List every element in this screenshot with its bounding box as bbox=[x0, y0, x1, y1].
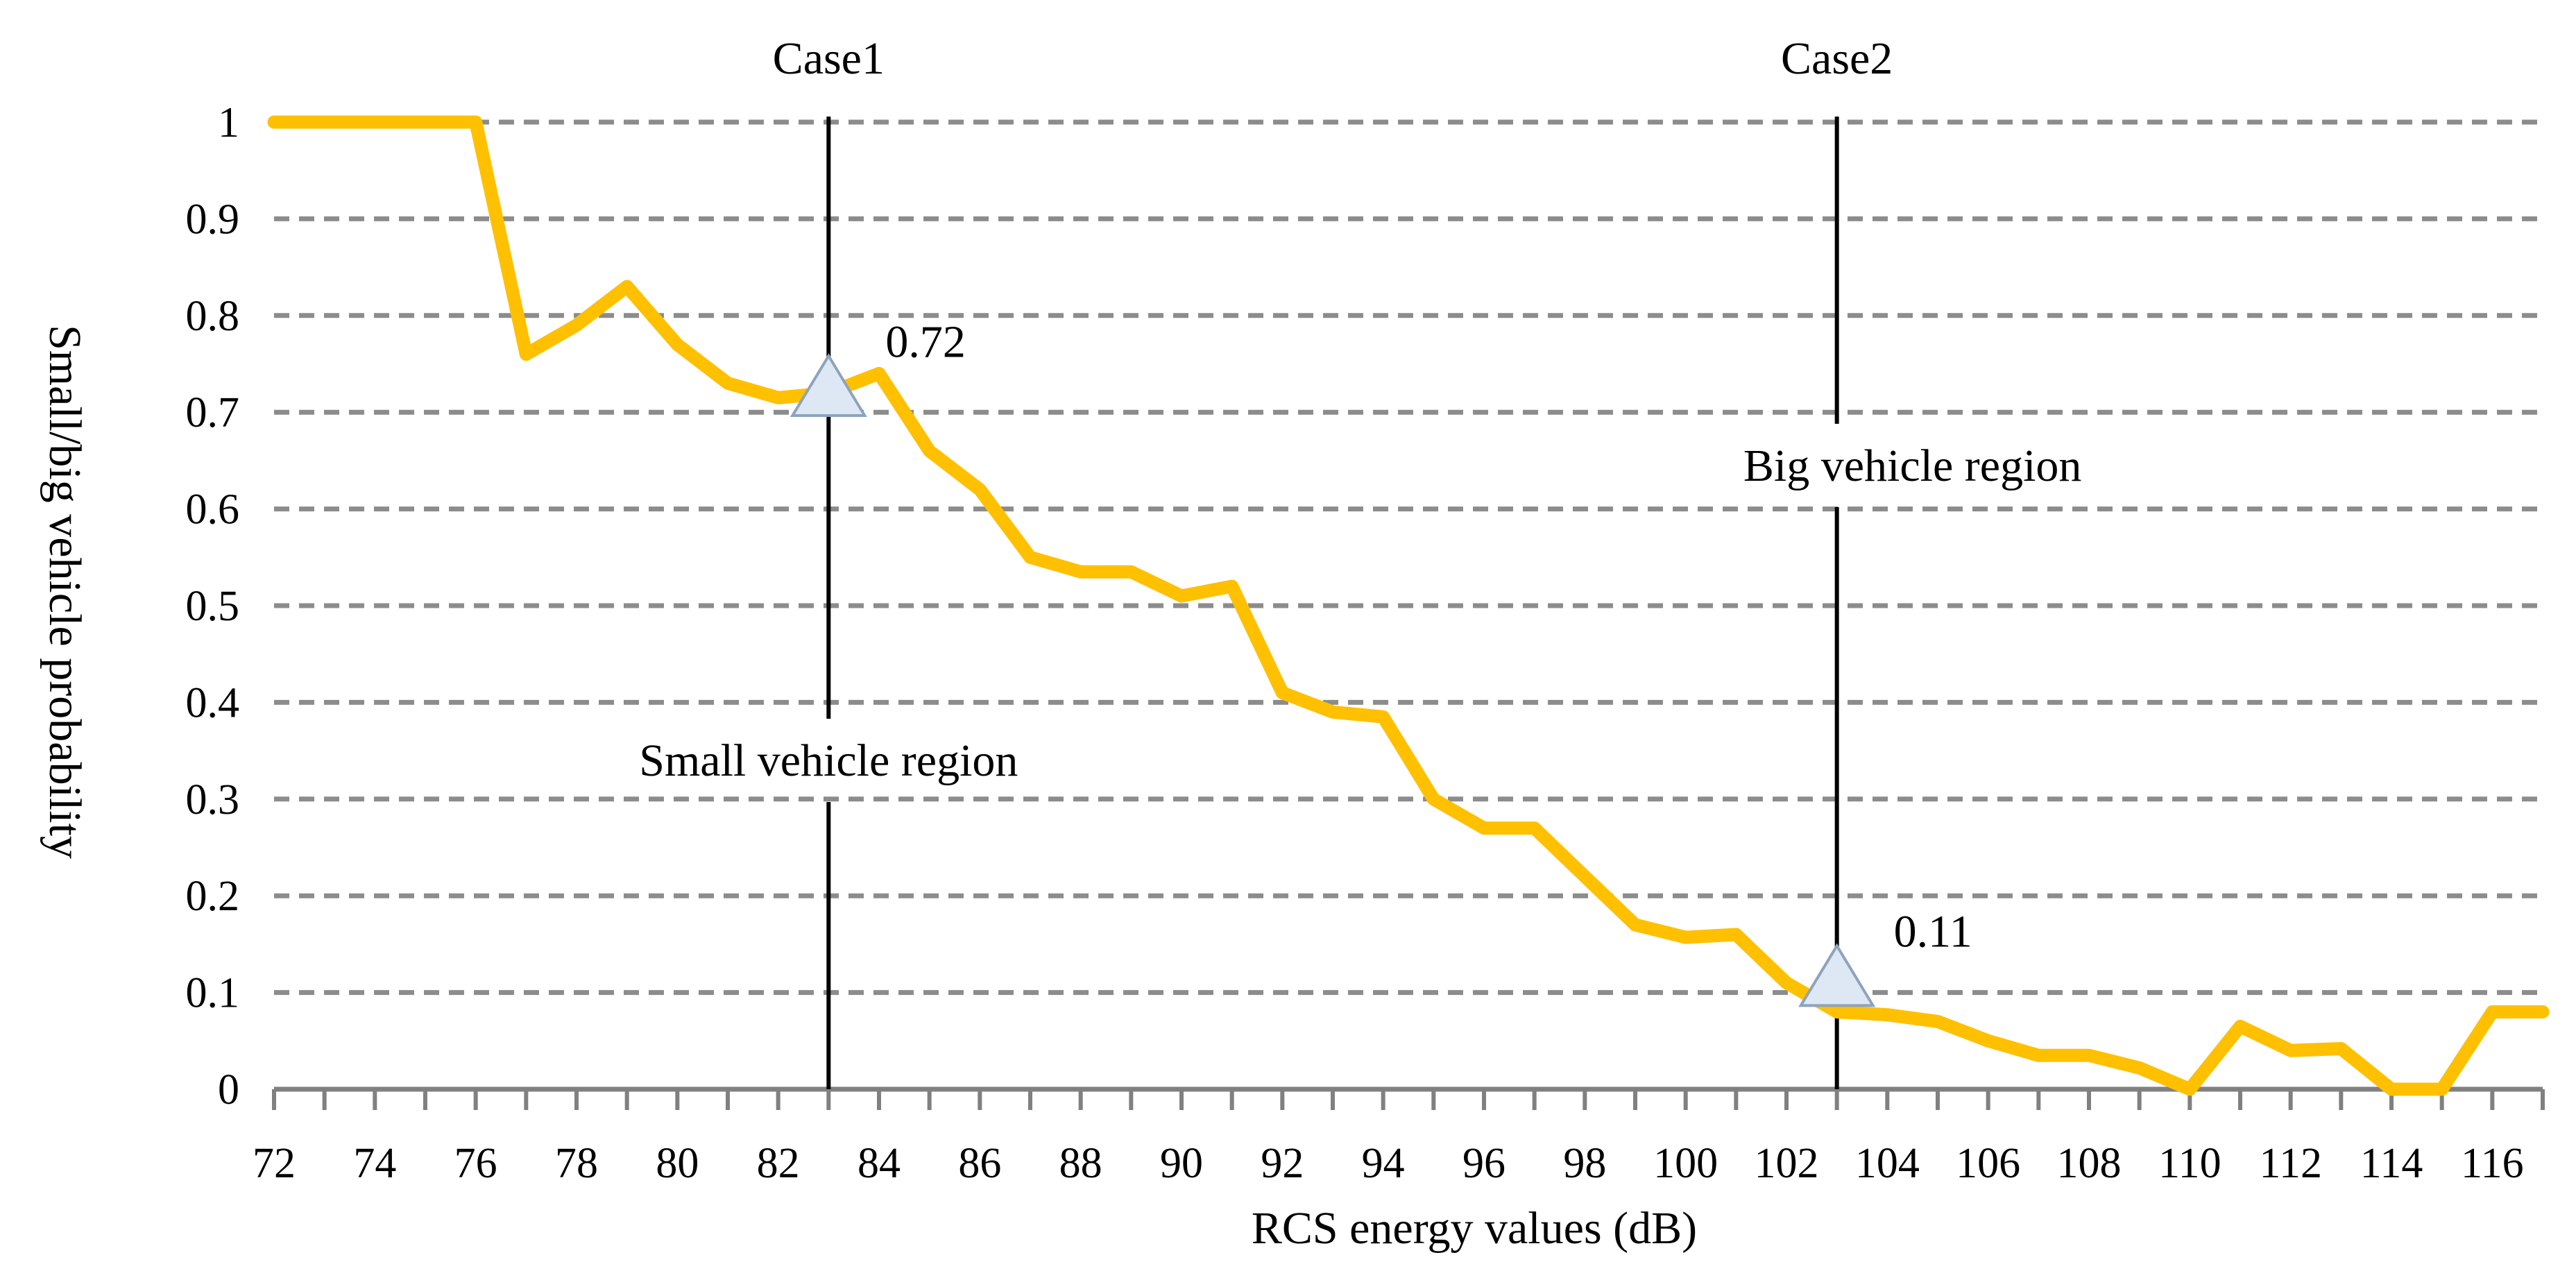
case-label: Case2 bbox=[1781, 33, 1893, 84]
y-tick-label: 0.3 bbox=[186, 776, 240, 824]
y-tick-label: 0.2 bbox=[186, 873, 240, 920]
x-tick-label: 94 bbox=[1362, 1140, 1405, 1187]
y-tick-label: 0.7 bbox=[186, 389, 240, 436]
x-tick-label: 108 bbox=[2057, 1140, 2122, 1187]
triangle-marker bbox=[790, 353, 867, 417]
x-tick-label: 114 bbox=[2360, 1140, 2423, 1187]
labels: Case1 Case2 0.72 0.11 Small vehicle region Bi… bbox=[639, 33, 2081, 957]
x-tick-label: 96 bbox=[1462, 1140, 1505, 1187]
x-tick-label: 80 bbox=[656, 1140, 699, 1187]
region-label: Small vehicle region bbox=[639, 735, 1018, 786]
y-tick-label: 0.1 bbox=[186, 970, 240, 1017]
x-tick-label: 78 bbox=[555, 1140, 598, 1187]
axes: 0 0.1 0.2 0.3 0.4 0.5 0.6 0.7 0.8 0.9 1 72 74 76 78 80 8… bbox=[40, 99, 2545, 1254]
x-tick-label: 112 bbox=[2259, 1140, 2322, 1187]
region-label: Big vehicle region bbox=[1743, 441, 2082, 491]
x-tick-label: 92 bbox=[1261, 1140, 1304, 1187]
marker-value-label: 0.11 bbox=[1894, 907, 1972, 957]
x-tick-label: 104 bbox=[1855, 1140, 1920, 1187]
y-tick-label: 1 bbox=[218, 99, 239, 146]
y-tick-label: 0.5 bbox=[186, 583, 240, 630]
x-tick-label: 84 bbox=[858, 1140, 901, 1187]
x-tick-label: 74 bbox=[353, 1140, 396, 1187]
series-line bbox=[267, 115, 2550, 1096]
case-label: Case1 bbox=[773, 33, 885, 84]
x-tick-label: 82 bbox=[757, 1140, 800, 1187]
x-tick-label: 110 bbox=[2158, 1140, 2221, 1187]
x-tick-label: 98 bbox=[1563, 1140, 1606, 1187]
y-tick-label: 0 bbox=[218, 1066, 239, 1113]
y-tick-label: 0.8 bbox=[186, 293, 240, 340]
x-tick-label: 106 bbox=[1956, 1140, 2020, 1187]
x-tick-label: 76 bbox=[454, 1140, 497, 1187]
x-tick-label: 100 bbox=[1653, 1140, 1718, 1187]
x-tick-label: 102 bbox=[1755, 1140, 1819, 1187]
triangle-marker bbox=[1798, 943, 1876, 1007]
x-tick-label: 86 bbox=[958, 1140, 1001, 1187]
x-axis-title: RCS energy values (dB) bbox=[1252, 1203, 1697, 1254]
gridlines bbox=[274, 119, 2543, 996]
y-tick-label: 0.9 bbox=[186, 196, 240, 243]
y-tick-label: 0.6 bbox=[186, 486, 240, 534]
y-tick-label: 0.4 bbox=[186, 679, 240, 726]
series-layer bbox=[267, 115, 2550, 1096]
x-tick-label: 116 bbox=[2461, 1140, 2524, 1187]
y-axis-title: Small/big vehicle probability bbox=[40, 325, 90, 859]
markers bbox=[790, 353, 1876, 1007]
marker-value-label: 0.72 bbox=[885, 316, 966, 367]
x-tick-label: 90 bbox=[1160, 1140, 1203, 1187]
x-tick-label: 72 bbox=[253, 1140, 296, 1187]
x-tick-label: 88 bbox=[1059, 1140, 1102, 1187]
